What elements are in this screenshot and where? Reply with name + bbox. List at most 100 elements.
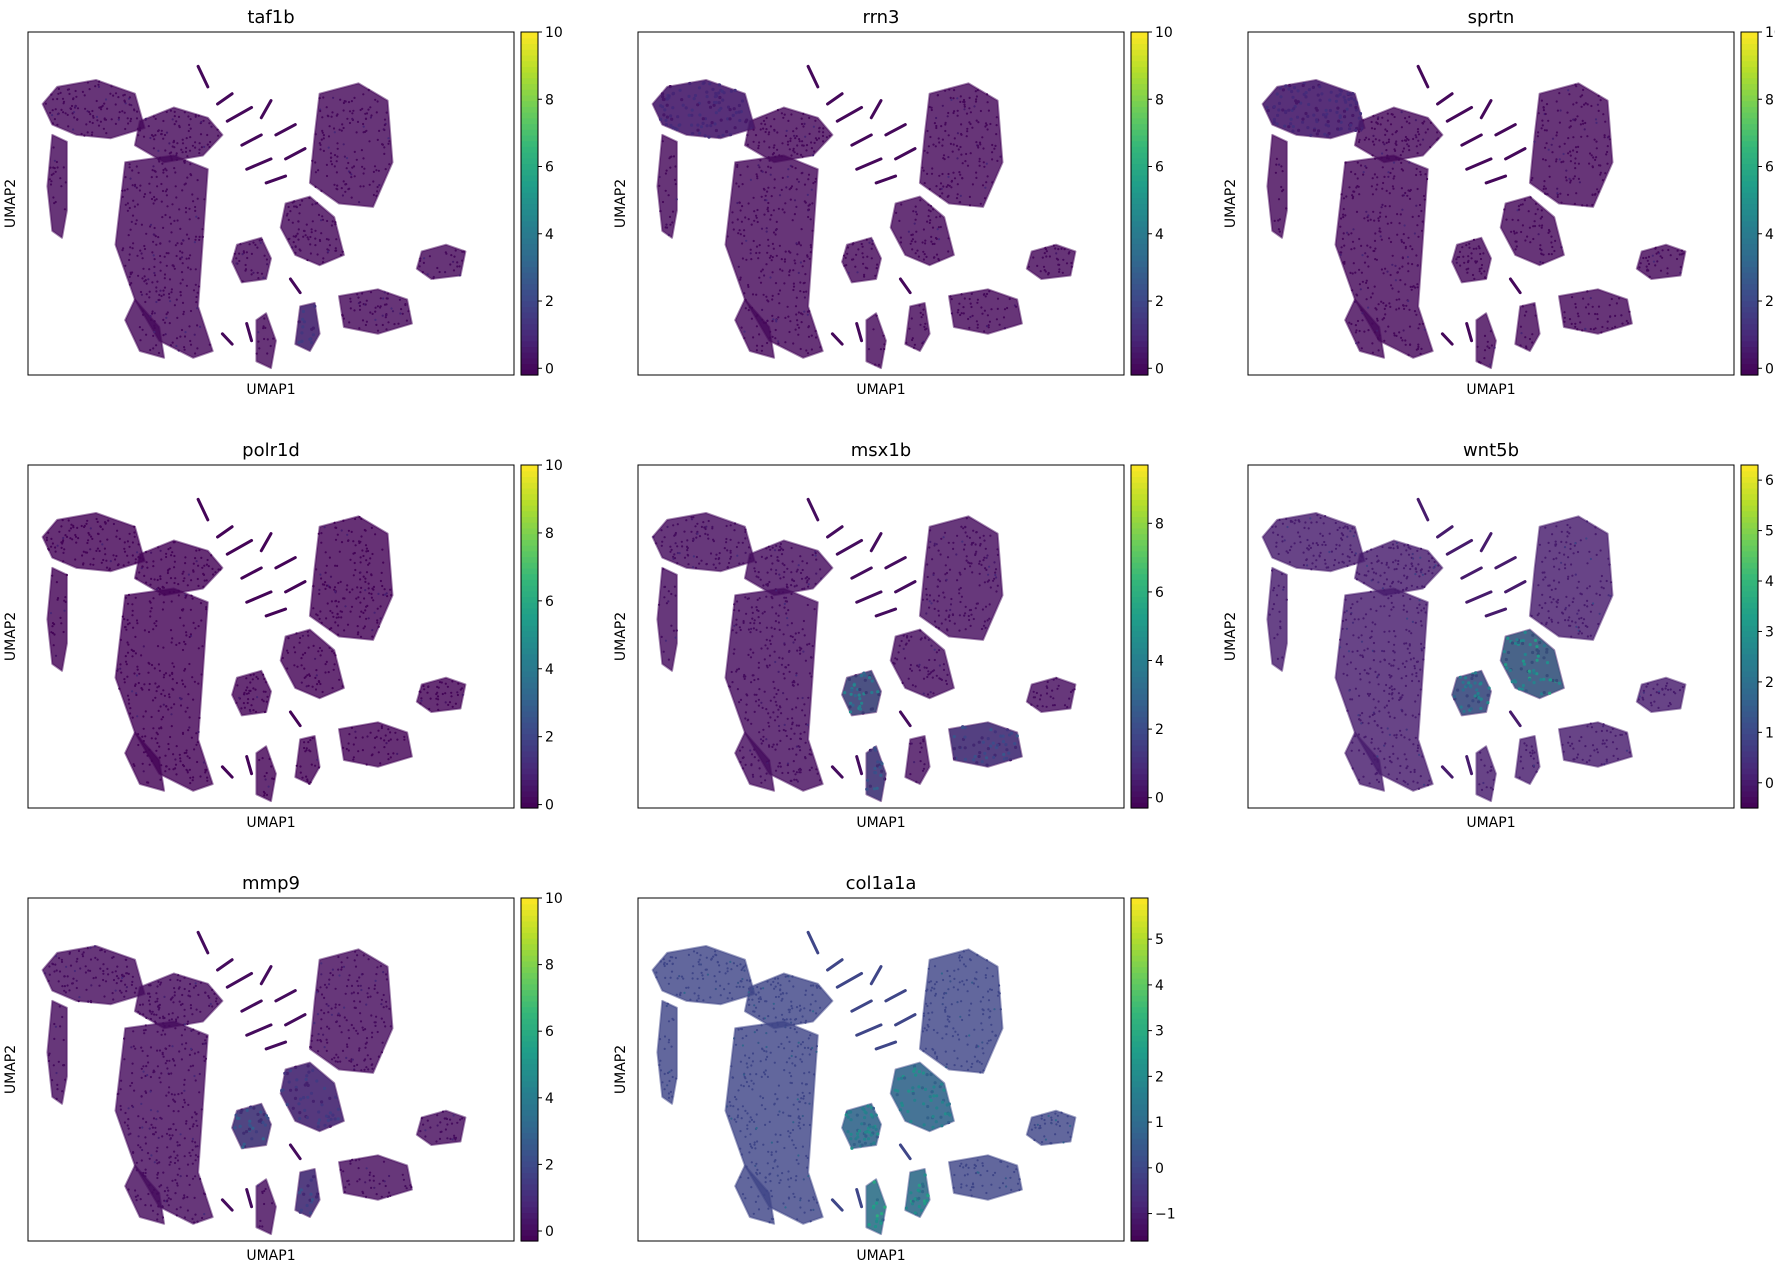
cell-point (773, 144, 776, 147)
colorbar-segment (1131, 567, 1148, 575)
cell-point (810, 188, 813, 191)
cell-point (958, 614, 961, 617)
cell-point (939, 215, 942, 218)
cell-point (53, 159, 56, 162)
cell-point (975, 141, 978, 144)
cell-point (753, 693, 756, 696)
colorbar-segment (1131, 72, 1148, 79)
cell-point (988, 603, 991, 606)
cell-point (145, 333, 148, 336)
cell-point (314, 244, 317, 247)
cell-point (169, 300, 172, 303)
cell-point (1558, 158, 1561, 161)
cell-point (436, 691, 439, 694)
cell-point (359, 185, 362, 188)
cell-point (1278, 230, 1281, 233)
cell-point (1007, 751, 1011, 755)
cell-point (314, 688, 318, 691)
cell-point (1329, 90, 1333, 94)
cell-point (329, 575, 333, 578)
y-axis-label: UMAP2 (1223, 179, 1239, 228)
cell-point (1371, 177, 1374, 180)
cell-point (979, 143, 982, 146)
cell-point (131, 541, 134, 544)
cell-point (1639, 262, 1642, 265)
cell-point (163, 286, 167, 289)
cell-point (1620, 314, 1623, 317)
cell-point (152, 565, 155, 568)
cell-point (365, 299, 368, 302)
cell-point (185, 257, 188, 260)
cell-point (796, 697, 799, 700)
cell-point (793, 585, 796, 588)
cell-point (741, 257, 744, 260)
cell-point (731, 211, 734, 214)
cell-point (788, 748, 791, 751)
cell-point (1560, 161, 1563, 164)
cell-point (263, 794, 266, 797)
cell-point (1060, 247, 1063, 250)
cell-point (437, 686, 440, 689)
plot-frame (637, 464, 1125, 809)
cell-point (188, 726, 191, 729)
cell-point (1575, 101, 1578, 104)
colorbar-segment (1741, 220, 1758, 227)
cell-point (935, 253, 939, 256)
cell-point (370, 574, 373, 577)
cell-point (194, 627, 197, 630)
cell-point (361, 736, 364, 739)
cell-point (969, 302, 972, 305)
cell-point (1380, 206, 1383, 209)
cell-point (934, 236, 938, 240)
cell-point (1519, 325, 1522, 328)
cell-point (907, 639, 911, 642)
cell-point (83, 525, 86, 529)
colorbar-segment (1131, 77, 1148, 85)
cell-streak (274, 123, 297, 137)
cell-point (894, 657, 897, 660)
cell-point (921, 598, 924, 601)
colorbar-segment (1741, 123, 1758, 130)
cell-point (984, 125, 987, 128)
cell-point (754, 570, 757, 573)
cell-point (161, 716, 165, 719)
cell-point (791, 721, 794, 724)
cell-point (56, 113, 59, 116)
cell-point (787, 609, 790, 612)
cell-point (1335, 94, 1339, 98)
cell-point (297, 220, 300, 223)
cell-point (1473, 277, 1476, 280)
colorbar-segment (1131, 682, 1148, 689)
cell-point (286, 212, 289, 215)
cell-point (754, 700, 758, 703)
cell-point (101, 543, 104, 546)
cell-point (712, 103, 716, 107)
cell-point (126, 188, 129, 191)
cell-point (261, 673, 265, 676)
cell-streak (1504, 147, 1527, 161)
cell-point (379, 737, 382, 740)
cell-point (961, 737, 966, 741)
cell-point (747, 283, 750, 287)
cell-point (738, 701, 741, 704)
cell-point (80, 132, 83, 136)
cell-point (1540, 99, 1543, 102)
cell-point (372, 585, 376, 588)
cell-point (1404, 283, 1407, 286)
cell-point (784, 316, 787, 319)
cell-point (1477, 245, 1480, 248)
cell-point (1539, 217, 1542, 220)
cell-point (756, 598, 759, 601)
cell-point (265, 771, 268, 775)
cell-point (418, 265, 421, 268)
cell-point (791, 717, 794, 720)
cell-point (663, 596, 666, 599)
cell-point (670, 548, 673, 551)
cell-point (733, 126, 737, 130)
cell-point (976, 323, 979, 326)
cell-point (338, 550, 341, 553)
cell-point (1493, 346, 1496, 349)
cell-point (160, 129, 163, 132)
cell-point (767, 238, 770, 241)
cell-point (773, 128, 776, 131)
